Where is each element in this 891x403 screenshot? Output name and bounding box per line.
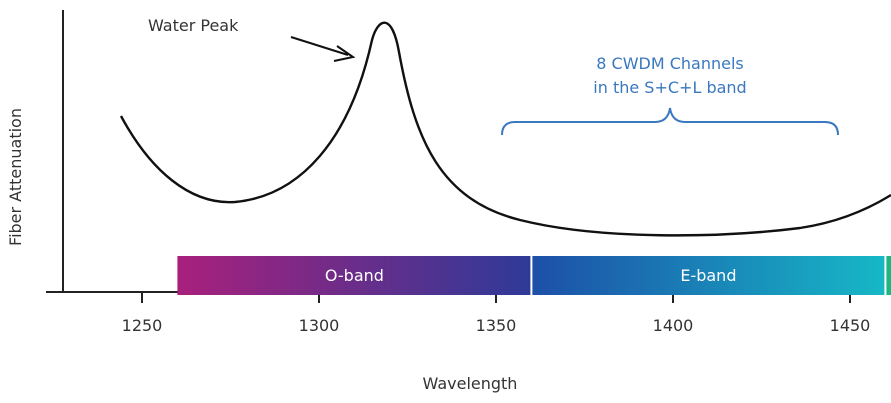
attenuation-curve: [119, 21, 891, 237]
x-axis-ticks: 125013001350140014501500155016001650: [122, 292, 871, 335]
cwdm-label-line1: 8 CWDM Channels: [596, 54, 744, 73]
band-label: O-band: [325, 266, 384, 285]
water-peak-arrow: [290, 36, 349, 56]
x-tick-label: 1400: [653, 316, 694, 335]
x-axis-label: Wavelength: [423, 374, 518, 393]
x-tick-label: 1250: [122, 316, 163, 335]
band-rect: [885, 256, 891, 295]
x-tick-label: 1300: [299, 316, 340, 335]
x-tick-label: 1450: [830, 316, 871, 335]
water-peak-arrow-head: [333, 45, 356, 62]
cwdm-label-line2: in the S+C+L band: [593, 78, 746, 97]
band-rect: [177, 256, 532, 295]
band-rect: [531, 256, 886, 295]
y-axis-label: Fiber Attenuation: [6, 108, 25, 246]
band-label: E-band: [680, 266, 736, 285]
water-peak-label: Water Peak: [148, 16, 239, 35]
cwdm-brace: [501, 107, 839, 136]
x-tick-label: 1350: [476, 316, 517, 335]
